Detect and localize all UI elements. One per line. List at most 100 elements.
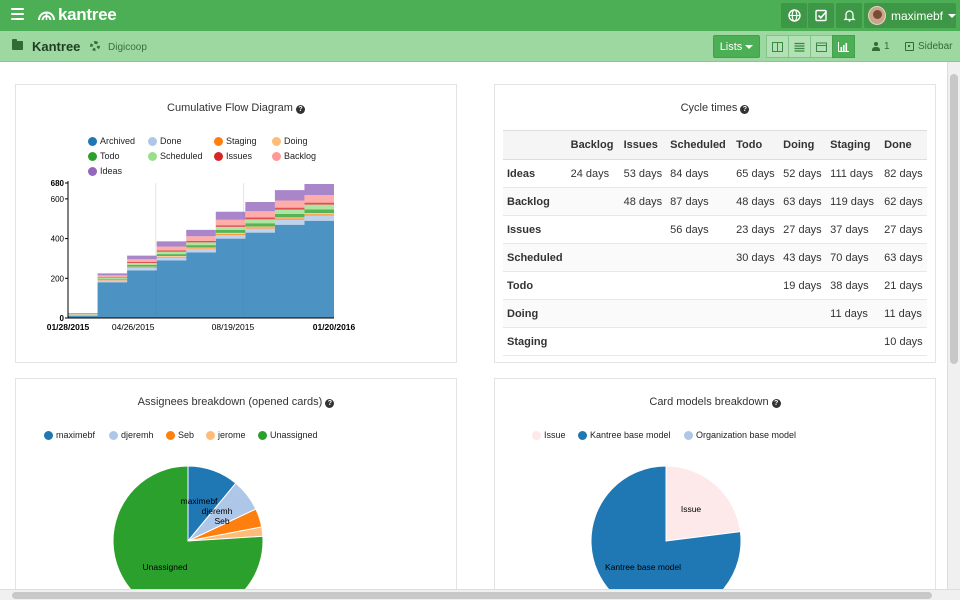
cfd-legend-item-backlog[interactable]: Backlog xyxy=(272,151,316,161)
user-menu[interactable]: maximebf xyxy=(864,3,956,28)
help-icon[interactable]: ? xyxy=(771,399,781,408)
legend-swatch xyxy=(88,136,97,146)
cycle-cell xyxy=(666,271,733,300)
assignees-slice-label: djeremh xyxy=(202,506,233,516)
organization-name[interactable]: Digicoop xyxy=(108,42,147,53)
assignees-slice-label: Unassigned xyxy=(143,562,188,572)
cycle-cell xyxy=(619,215,667,244)
assignees-legend-item-djeremh[interactable]: djeremh xyxy=(109,430,154,440)
board-view-button[interactable] xyxy=(766,35,789,58)
cycle-row-label: Issues xyxy=(503,215,567,244)
project-title[interactable]: Kantree xyxy=(32,39,81,54)
legend-label: Todo xyxy=(100,151,120,161)
cfd-chart: 680 600 400 200 001/28/2015 04/26/2015 08/19/2… xyxy=(47,179,356,332)
legend-label: Issues xyxy=(226,151,253,161)
cfd-y-tick-label: 0 xyxy=(60,314,65,323)
cycle-cell xyxy=(666,299,733,328)
members-button[interactable]: 1 xyxy=(872,41,890,52)
list-view-button[interactable] xyxy=(788,35,811,58)
calendar-icon xyxy=(816,42,827,52)
lists-label: Lists xyxy=(719,40,743,53)
sidebar-toggle-button[interactable]: Sidebar xyxy=(905,41,952,52)
cfd-legend-item-ideas[interactable]: Ideas xyxy=(88,166,122,176)
cycle-cell: 23 days xyxy=(732,215,780,244)
cycle-cell: 63 days xyxy=(779,187,827,216)
cycle-cell: 30 days xyxy=(732,243,780,272)
cycle-cell: 82 days xyxy=(880,159,927,188)
stats-view-button[interactable] xyxy=(832,35,855,58)
legend-swatch xyxy=(148,151,157,161)
help-icon[interactable]: ? xyxy=(325,399,335,408)
cycle-times-panel: Cycle times? Backlog Issues Scheduled Todo D… xyxy=(494,84,936,363)
vertical-scrollbar[interactable] xyxy=(947,62,960,589)
legend-label: Archived xyxy=(100,136,136,146)
table-row: Backlog 48 days 87 days 48 days 63 days 119 d… xyxy=(503,187,927,216)
notifications-button[interactable] xyxy=(836,3,862,28)
cfd-legend-item-scheduled[interactable]: Scheduled xyxy=(148,151,203,161)
vertical-scrollbar-thumb[interactable] xyxy=(950,74,958,364)
menu-icon[interactable] xyxy=(11,8,24,21)
models-legend-item-kantree-base-model[interactable]: Kantree base model xyxy=(578,430,671,440)
cycle-cell xyxy=(619,271,667,300)
table-row: Staging 10 days xyxy=(503,327,927,356)
cycle-cell xyxy=(732,299,780,328)
legend-swatch xyxy=(214,151,223,161)
chevron-down-icon xyxy=(745,44,754,49)
assignees-legend-item-unassigned[interactable]: Unassigned xyxy=(258,430,318,440)
horizontal-scrollbar-thumb[interactable] xyxy=(12,592,932,599)
tasks-button[interactable] xyxy=(808,3,834,28)
assignees-slice-unassigned[interactable] xyxy=(112,465,264,590)
table-row: Issues 56 days 23 days 27 days 37 days 27 day… xyxy=(503,215,927,244)
brand-logo[interactable]: kantree xyxy=(38,5,117,25)
legend-swatch xyxy=(532,430,541,440)
models-slice-kantree-base-model[interactable] xyxy=(590,465,742,590)
assignees-legend-item-jerome[interactable]: jerome xyxy=(206,430,246,440)
kantree-logo-icon xyxy=(38,11,55,20)
assignees-legend-item-maximebf[interactable]: maximebf xyxy=(44,430,95,440)
cycle-cell xyxy=(666,327,733,356)
legend-label: Issue xyxy=(544,430,566,440)
legend-swatch xyxy=(206,430,215,440)
help-icon[interactable]: ? xyxy=(295,105,305,114)
models-legend-item-issue[interactable]: Issue xyxy=(532,430,566,440)
cycle-cell: 27 days xyxy=(779,215,827,244)
cfd-legend-item-doing[interactable]: Doing xyxy=(272,136,308,146)
chevron-down-icon xyxy=(948,13,956,18)
legend-swatch xyxy=(684,430,693,440)
assignees-slice-label: Seb xyxy=(214,516,229,526)
lists-dropdown-button[interactable]: Lists xyxy=(713,35,760,58)
legend-label: jerome xyxy=(218,430,246,440)
cycle-column-header: Staging xyxy=(826,130,881,160)
models-slice-label: Issue xyxy=(681,504,702,514)
cycle-column-header: Doing xyxy=(779,130,827,160)
cycle-cell xyxy=(619,299,667,328)
assignees-legend-item-seb[interactable]: Seb xyxy=(166,430,194,440)
cycle-column-header: Backlog xyxy=(566,130,620,160)
globe-button[interactable] xyxy=(781,3,807,28)
cycle-row-label: Scheduled xyxy=(503,243,567,272)
help-icon[interactable]: ? xyxy=(740,105,750,114)
cfd-legend-item-issues[interactable]: Issues xyxy=(214,151,252,161)
card-models-pie-chart: Issue Kantree base model xyxy=(590,465,742,590)
table-row: Ideas 24 days 53 days 84 days 65 days 52 days… xyxy=(503,159,927,188)
cycle-cell: 87 days xyxy=(666,187,733,216)
models-legend-item-organization-base-model[interactable]: Organization base model xyxy=(684,430,796,440)
view-switcher xyxy=(766,35,855,58)
cfd-legend-item-staging[interactable]: Staging xyxy=(214,136,257,146)
cfd-x-tick-label: 04/26/2015 xyxy=(112,322,155,332)
gear-icon[interactable] xyxy=(90,41,100,51)
cfd-legend-item-archived[interactable]: Archived xyxy=(88,136,135,146)
legend-swatch xyxy=(109,430,118,440)
bell-icon xyxy=(842,10,856,22)
cfd-legend-item-todo[interactable]: Todo xyxy=(88,151,120,161)
horizontal-scrollbar[interactable] xyxy=(0,589,960,600)
cycle-cell: 62 days xyxy=(880,187,927,216)
models-slice-issue[interactable] xyxy=(665,465,741,542)
legend-swatch xyxy=(88,151,97,161)
cfd-legend-item-done[interactable]: Done xyxy=(148,136,182,146)
calendar-view-button[interactable] xyxy=(810,35,833,58)
models-title-text: Card models breakdown xyxy=(649,396,769,408)
cfd-title-text: Cumulative Flow Diagram xyxy=(167,102,293,114)
cycle-row-label: Backlog xyxy=(503,187,567,216)
top-navbar: kantree maximebf xyxy=(0,0,960,31)
